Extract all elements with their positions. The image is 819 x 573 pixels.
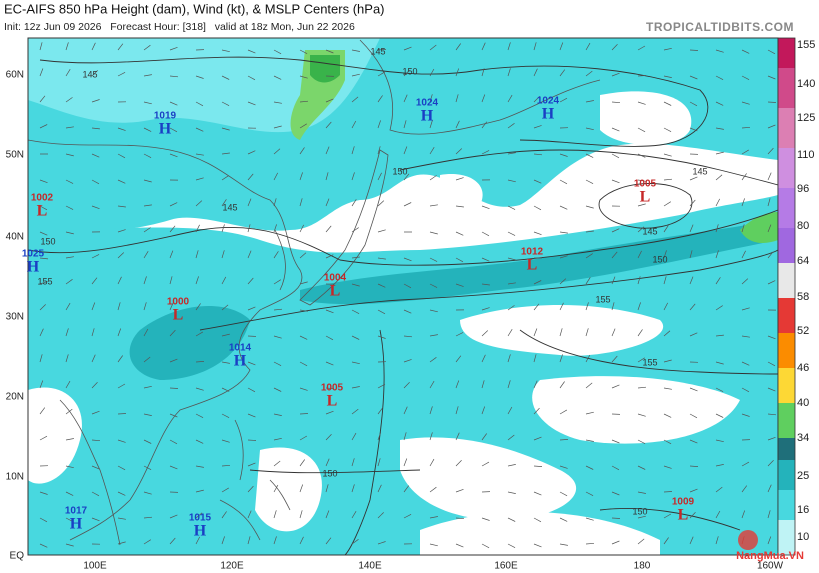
longitude-label: 180 bbox=[634, 561, 651, 572]
pressure-symbol: L bbox=[678, 507, 689, 524]
longitude-label: 120E bbox=[220, 561, 244, 572]
colorbar-label: 140 bbox=[797, 78, 815, 90]
colorbar-label: 64 bbox=[797, 255, 809, 267]
pressure-symbol: H bbox=[27, 259, 40, 276]
pressure-symbol: L bbox=[173, 307, 184, 324]
longitude-label: 160W bbox=[757, 561, 784, 572]
watermark-text: NangMua.VN bbox=[736, 550, 804, 562]
colorbar-label: 80 bbox=[797, 220, 809, 232]
colorbar-label: 40 bbox=[797, 397, 809, 409]
latitude-label: EQ bbox=[10, 551, 25, 562]
pressure-value: 1005 bbox=[321, 383, 344, 394]
pressure-symbol: H bbox=[234, 353, 247, 370]
pressure-value: 1017 bbox=[65, 506, 88, 517]
pressure-symbol: L bbox=[640, 189, 651, 206]
colorbar-label: 58 bbox=[797, 291, 809, 303]
contour-label: 145 bbox=[222, 202, 237, 212]
pressure-value: 1014 bbox=[229, 343, 252, 354]
contour-label: 155 bbox=[595, 294, 610, 304]
contour-label: 150 bbox=[392, 166, 407, 176]
colorbar-label: 125 bbox=[797, 112, 815, 124]
colorbar bbox=[777, 37, 796, 556]
pressure-value: 1025 bbox=[22, 249, 45, 260]
contour-label: 145 bbox=[642, 226, 657, 236]
longitude-label: 100E bbox=[83, 561, 107, 572]
pressure-symbol: L bbox=[330, 283, 341, 300]
pressure-symbol: L bbox=[527, 257, 538, 274]
longitude-label: 160E bbox=[494, 561, 518, 572]
pressure-value: 1005 bbox=[634, 179, 657, 190]
pressure-symbol: H bbox=[70, 516, 83, 533]
pressure-value: 1002 bbox=[31, 193, 54, 204]
pressure-symbol: H bbox=[421, 108, 434, 125]
contour-label: 145 bbox=[82, 69, 97, 79]
pressure-value: 1000 bbox=[167, 297, 190, 308]
pressure-value: 1019 bbox=[154, 111, 177, 122]
contour-label: 155 bbox=[642, 357, 657, 367]
colorbar-label: 155 bbox=[797, 39, 815, 51]
colorbar-label: 96 bbox=[797, 183, 809, 195]
map-area bbox=[28, 38, 778, 555]
source-credit: TROPICALTIDBITS.COM bbox=[646, 20, 794, 34]
pressure-symbol: H bbox=[194, 523, 207, 540]
colorbar-label: 34 bbox=[797, 432, 809, 444]
contour-label: 145 bbox=[692, 166, 707, 176]
pressure-value: 1015 bbox=[189, 513, 212, 524]
colorbar-label: 46 bbox=[797, 362, 809, 374]
colorbar-label: 25 bbox=[797, 470, 809, 482]
contour-label: 150 bbox=[40, 236, 55, 246]
colorbar-label: 52 bbox=[797, 325, 809, 337]
contour-label: 155 bbox=[37, 276, 52, 286]
pressure-value: 1012 bbox=[521, 247, 544, 258]
latitude-label: 20N bbox=[6, 392, 24, 403]
latitude-label: 60N bbox=[6, 70, 24, 81]
pressure-symbol: H bbox=[542, 106, 555, 123]
pressure-value: 1004 bbox=[324, 273, 347, 284]
pressure-symbol: H bbox=[159, 121, 172, 138]
colorbar-label: 16 bbox=[797, 504, 809, 516]
pressure-symbol: L bbox=[37, 203, 48, 220]
pressure-symbol: L bbox=[327, 393, 338, 410]
pressure-value: 1024 bbox=[416, 98, 439, 109]
contour-label: 150 bbox=[322, 468, 337, 478]
contour-label: 150 bbox=[652, 254, 667, 264]
latitude-label: 40N bbox=[6, 232, 24, 243]
longitude-label: 140E bbox=[358, 561, 382, 572]
pressure-value: 1009 bbox=[672, 497, 695, 508]
map-title: EC-AIFS 850 hPa Height (dam), Wind (kt),… bbox=[4, 1, 385, 16]
contour-label: 150 bbox=[402, 66, 417, 76]
latitude-label: 50N bbox=[6, 150, 24, 161]
latitude-label: 10N bbox=[6, 472, 24, 483]
colorbar-label: 10 bbox=[797, 531, 809, 543]
contour-label: 145 bbox=[370, 46, 385, 56]
wind-barbs bbox=[39, 42, 777, 549]
map-subtitle: Init: 12z Jun 09 2026 Forecast Hour: [31… bbox=[4, 21, 355, 33]
contour-label: 150 bbox=[632, 506, 647, 516]
colorbar-label: 110 bbox=[797, 149, 815, 161]
pressure-value: 1024 bbox=[537, 96, 560, 107]
watermark: NangMua.VN bbox=[736, 530, 804, 562]
latitude-label: 30N bbox=[6, 312, 24, 323]
